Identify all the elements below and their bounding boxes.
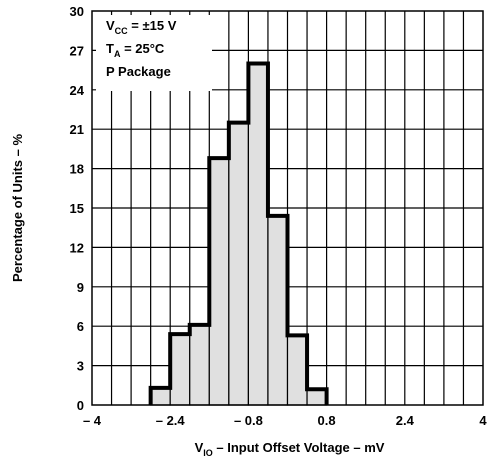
conditions-annotation: VCC = ±15 V TA = 25°C P Package [96, 15, 212, 91]
histogram-bar [306, 388, 328, 406]
y-tick-label: 30 [70, 4, 84, 19]
y-axis-ticks: 0 3 6 9 12 15 18 21 24 27 30 [70, 4, 85, 413]
histogram-bar [247, 62, 269, 406]
histogram-bar [267, 215, 289, 406]
x-tick-label: 0.8 [318, 413, 336, 428]
annotation-background [96, 15, 212, 91]
y-tick-label: 0 [77, 398, 84, 413]
y-axis-title: Percentage of Units – % [10, 134, 25, 283]
histogram-bar [228, 122, 250, 406]
annotation-vcc: VCC = ±15 V [106, 18, 177, 36]
x-tick-label: 2.4 [396, 413, 415, 428]
y-tick-label: 24 [70, 83, 85, 98]
histogram-bar [286, 334, 308, 406]
y-tick-label: 27 [70, 43, 84, 58]
histogram-outline [148, 61, 329, 405]
plot-frame [91, 10, 484, 406]
y-tick-label: 12 [70, 240, 84, 255]
histogram-bar [208, 157, 230, 406]
y-tick-label: 21 [70, 122, 84, 137]
x-tick-label: – 2.4 [156, 413, 186, 428]
histogram-bar [189, 324, 210, 406]
x-tick-label: 4 [479, 413, 487, 428]
histogram-bars [150, 62, 328, 406]
x-tick-label: – 4 [83, 413, 102, 428]
histogram-bar [169, 333, 191, 406]
y-tick-label: 15 [70, 201, 84, 216]
annotation-ta: TA = 25°C [106, 41, 165, 59]
y-tick-label: 18 [70, 162, 84, 177]
y-tick-label: 9 [77, 280, 84, 295]
x-tick-label: – 0.8 [234, 413, 263, 428]
x-axis-title: VIO – Input Offset Voltage – mV [195, 440, 385, 458]
y-tick-label: 6 [77, 319, 84, 334]
y-tick-label: 3 [77, 359, 84, 374]
x-axis-ticks: – 4 – 2.4 – 0.8 0.8 2.4 4 [83, 413, 487, 428]
annotation-package: P Package [106, 64, 171, 79]
histogram-bar [150, 387, 171, 406]
